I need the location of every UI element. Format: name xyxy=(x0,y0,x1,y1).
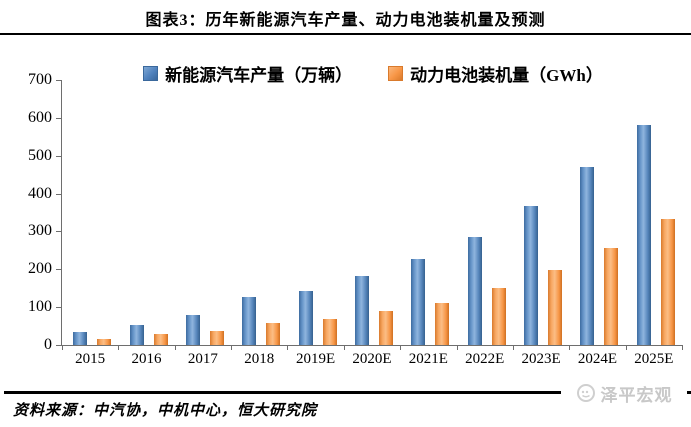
x-axis-tick xyxy=(174,346,176,350)
x-axis-tick-label: 2022E xyxy=(465,351,505,367)
y-axis-tick-label: 400 xyxy=(28,184,52,202)
battery-capacity-bar-2017 xyxy=(209,331,224,345)
x-axis-tick xyxy=(62,346,63,350)
y-axis-tick xyxy=(56,345,61,346)
legend-item-nev: 新能源汽车产量（万辆） xyxy=(143,61,352,86)
legend-swatch-blue xyxy=(143,66,159,81)
nev-production-bar-2015 xyxy=(73,332,88,345)
y-axis-tick xyxy=(56,307,61,309)
battery-capacity-bar-2015 xyxy=(97,339,112,345)
nev-production-bar-2022E xyxy=(467,236,482,345)
battery-capacity-bar-2022E xyxy=(491,288,506,345)
x-axis-tick xyxy=(118,346,120,350)
y-axis-tick xyxy=(56,117,61,119)
bottom-divider xyxy=(4,391,691,394)
y-axis-tick-label: 700 xyxy=(28,71,52,88)
x-axis-tick-label: 2020E xyxy=(352,351,392,367)
battery-capacity-bar-2019E xyxy=(322,319,337,345)
y-axis-line xyxy=(61,80,62,346)
battery-capacity-bar-2023E xyxy=(548,270,563,345)
watermark-logo: 泽平宏观 xyxy=(561,381,687,405)
x-axis-tick xyxy=(512,346,514,350)
x-axis-tick xyxy=(456,346,458,350)
y-axis-tick xyxy=(56,269,61,271)
nev-production-bar-2021E xyxy=(411,259,426,345)
battery-capacity-bar-2020E xyxy=(379,311,393,345)
nev-production-bar-2024E xyxy=(580,167,595,345)
nev-production-bar-2020E xyxy=(355,276,369,345)
y-axis-tick-label: 200 xyxy=(28,260,52,278)
battery-capacity-bar-2018 xyxy=(266,323,281,345)
x-axis-tick xyxy=(343,346,345,350)
legend-swatch-orange xyxy=(388,66,404,81)
x-axis-tick-label: 2019E xyxy=(296,351,336,367)
nev-production-bar-2017 xyxy=(185,315,200,345)
x-axis-tick xyxy=(400,346,402,350)
x-axis-tick xyxy=(231,346,233,350)
x-axis-tick-label: 2015 xyxy=(75,351,106,367)
plot-area xyxy=(62,80,682,345)
legend-label-battery: 动力电池装机量（GWh） xyxy=(410,66,603,85)
chart-legend: 新能源汽车产量（万辆） 动力电池装机量（GWh） xyxy=(62,61,684,86)
x-axis-tick xyxy=(569,346,571,350)
y-axis-tick xyxy=(56,80,61,81)
y-axis-tick-label: 300 xyxy=(28,222,52,240)
x-axis-tick-label: 2018 xyxy=(244,351,275,367)
battery-capacity-bar-2025E xyxy=(660,218,675,345)
battery-capacity-bar-2016 xyxy=(153,334,168,345)
source-note: 资料来源：中汽协，中机中心，恒大研究院 xyxy=(13,403,318,419)
y-axis-tick-label: 500 xyxy=(28,146,52,164)
nev-production-bar-2023E xyxy=(524,206,539,345)
x-axis-tick-label: 2021E xyxy=(408,351,448,367)
battery-capacity-bar-2021E xyxy=(435,302,450,345)
chart-title: 图表3：历年新能源汽车产量、动力电池装机量及预测 xyxy=(145,12,546,29)
y-axis-tick-label: 100 xyxy=(28,298,52,316)
y-axis-tick xyxy=(56,193,61,195)
nev-production-bar-2018 xyxy=(242,296,257,345)
title-divider xyxy=(0,33,691,35)
nev-production-bar-2019E xyxy=(298,290,313,345)
x-axis-tick xyxy=(287,346,289,350)
x-axis-tick xyxy=(625,346,627,350)
x-axis-tick-label: 2025E xyxy=(634,351,674,367)
battery-capacity-bar-2024E xyxy=(604,247,619,345)
legend-item-battery: 动力电池装机量（GWh） xyxy=(388,61,603,86)
nev-production-bar-2025E xyxy=(636,125,651,345)
legend-label-nev: 新能源汽车产量（万辆） xyxy=(165,66,353,85)
watermark-logo-text: 泽平宏观 xyxy=(600,385,673,405)
y-axis-tick-label: 600 xyxy=(28,108,52,126)
y-axis-tick-label: 0 xyxy=(44,336,52,353)
y-axis-tick xyxy=(56,155,61,157)
y-axis-tick xyxy=(56,231,61,233)
x-axis-tick-label: 2024E xyxy=(577,351,618,367)
x-axis-tick xyxy=(682,346,683,350)
x-axis-tick-label: 2016 xyxy=(131,351,162,367)
x-axis-tick-label: 2023E xyxy=(521,351,561,367)
nev-production-bar-2016 xyxy=(129,325,144,345)
zeping-logo-icon xyxy=(576,384,595,402)
x-axis-line xyxy=(61,345,683,346)
x-axis-tick-label: 2017 xyxy=(187,351,218,367)
